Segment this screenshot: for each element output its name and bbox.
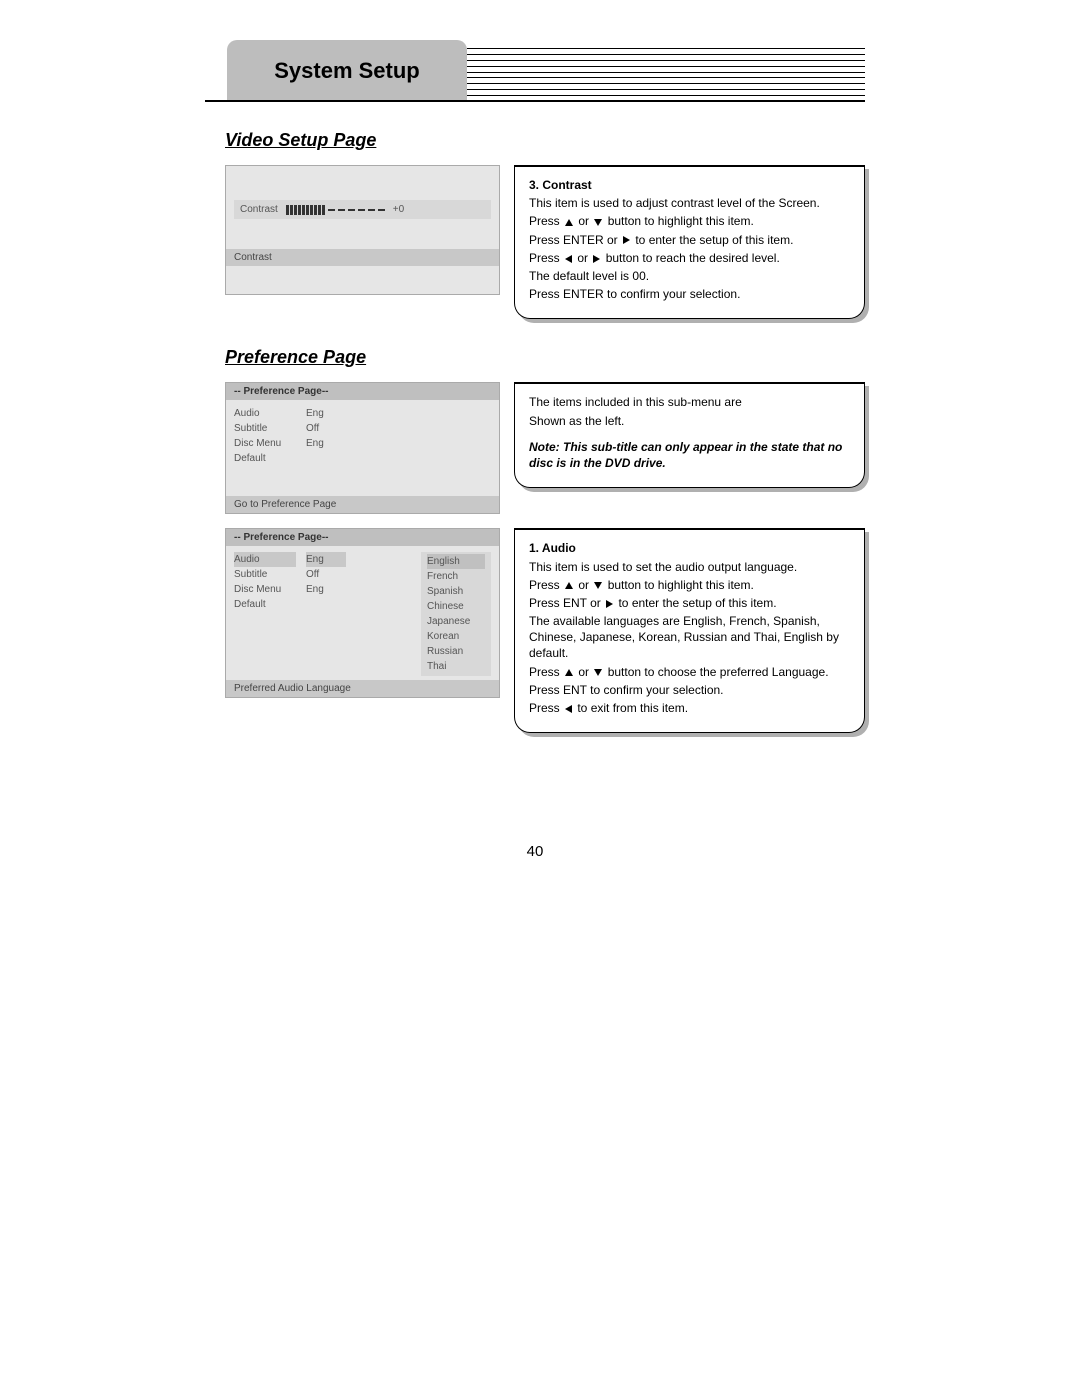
t: button to highlight this item.	[604, 214, 753, 228]
left-arrow-icon	[565, 705, 572, 713]
audio-l6: Press ENT to confirm your selection.	[529, 682, 850, 698]
contrast-line-5: The default level is 00.	[529, 268, 850, 284]
language-option: English	[427, 554, 485, 569]
header-title: System Setup	[274, 58, 420, 84]
page-number: 40	[205, 843, 865, 860]
t: Press ENTER or	[529, 233, 621, 247]
down-arrow-icon	[594, 582, 602, 589]
down-arrow-icon	[594, 219, 602, 226]
down-arrow-icon	[594, 669, 602, 676]
contrast-line-1: This item is used to adjust contrast lev…	[529, 195, 850, 211]
pref-ui1-footer: Go to Preference Page	[226, 496, 499, 513]
audio-instruction-panel: 1. Audio This item is used to set the au…	[514, 528, 865, 733]
menu-row: SubtitleOff	[234, 567, 415, 582]
t: or	[575, 665, 592, 679]
t: button to highlight this item.	[604, 578, 753, 592]
pref-intro-l2: Shown as the left.	[529, 413, 850, 429]
language-submenu: EnglishFrenchSpanishChineseJapaneseKorea…	[421, 552, 491, 676]
contrast-bar	[286, 205, 385, 215]
menu-row: AudioEng	[234, 552, 415, 567]
audio-l1: This item is used to set the audio outpu…	[529, 559, 850, 575]
preference-ui-2: -- Preference Page-- AudioEngSubtitleOff…	[225, 528, 500, 698]
t: Press	[529, 214, 563, 228]
t: or	[574, 251, 591, 265]
up-arrow-icon	[565, 219, 573, 226]
language-option: Thai	[427, 659, 485, 674]
menu-row: Disc MenuEng	[234, 582, 415, 597]
header-ruled-lines	[467, 48, 865, 96]
pref-ui2-titlebar: -- Preference Page--	[226, 529, 499, 546]
contrast-instruction-panel: 3. Contrast This item is used to adjust …	[514, 165, 865, 319]
t: button to reach the desired level.	[602, 251, 779, 265]
contrast-value: +0	[393, 204, 404, 215]
menu-row: Default	[234, 451, 491, 466]
section-heading-preference: Preference Page	[225, 347, 865, 368]
t: to exit from this item.	[574, 701, 688, 715]
page-header: System Setup	[205, 40, 865, 102]
t: button to choose the preferred Language.	[604, 665, 828, 679]
contrast-label: Contrast	[240, 204, 278, 215]
language-option: French	[427, 569, 485, 584]
right-arrow-icon	[623, 236, 630, 244]
t: or	[575, 214, 592, 228]
language-option: Spanish	[427, 584, 485, 599]
t: Press	[529, 251, 563, 265]
menu-row: Default	[234, 597, 415, 612]
menu-row: AudioEng	[234, 406, 491, 421]
pref-ui1-titlebar: -- Preference Page--	[226, 383, 499, 400]
left-arrow-icon	[565, 255, 572, 263]
video-ui-footer: Contrast	[226, 249, 499, 266]
t: Press ENT or	[529, 596, 604, 610]
t: Press	[529, 578, 563, 592]
audio-l4: The available languages are English, Fre…	[529, 613, 850, 662]
t: Press	[529, 665, 563, 679]
right-arrow-icon	[606, 600, 613, 608]
pref-intro-l1: The items included in this sub-menu are	[529, 394, 850, 410]
up-arrow-icon	[565, 669, 573, 676]
menu-row: SubtitleOff	[234, 421, 491, 436]
header-tab: System Setup	[227, 40, 467, 102]
header-underline	[205, 100, 865, 102]
t: to enter the setup of this item.	[615, 596, 776, 610]
language-option: Russian	[427, 644, 485, 659]
contrast-panel-title: 3. Contrast	[529, 177, 850, 193]
language-option: Korean	[427, 629, 485, 644]
menu-row: Disc MenuEng	[234, 436, 491, 451]
pref-ui2-footer: Preferred Audio Language	[226, 680, 499, 697]
preference-intro-panel: The items included in this sub-menu are …	[514, 382, 865, 488]
language-option: Chinese	[427, 599, 485, 614]
up-arrow-icon	[565, 582, 573, 589]
right-arrow-icon	[593, 255, 600, 263]
pref-intro-note: Note: This sub-title can only appear in …	[529, 439, 850, 471]
video-ui-screenshot: Contrast +0 Contrast	[225, 165, 500, 295]
t: to enter the setup of this item.	[632, 233, 793, 247]
audio-panel-title: 1. Audio	[529, 540, 850, 556]
section-heading-video: Video Setup Page	[225, 130, 865, 151]
t: or	[575, 578, 592, 592]
preference-ui-1: -- Preference Page-- AudioEngSubtitleOff…	[225, 382, 500, 514]
contrast-line-6: Press ENTER to confirm your selection.	[529, 286, 850, 302]
t: Press	[529, 701, 563, 715]
language-option: Japanese	[427, 614, 485, 629]
